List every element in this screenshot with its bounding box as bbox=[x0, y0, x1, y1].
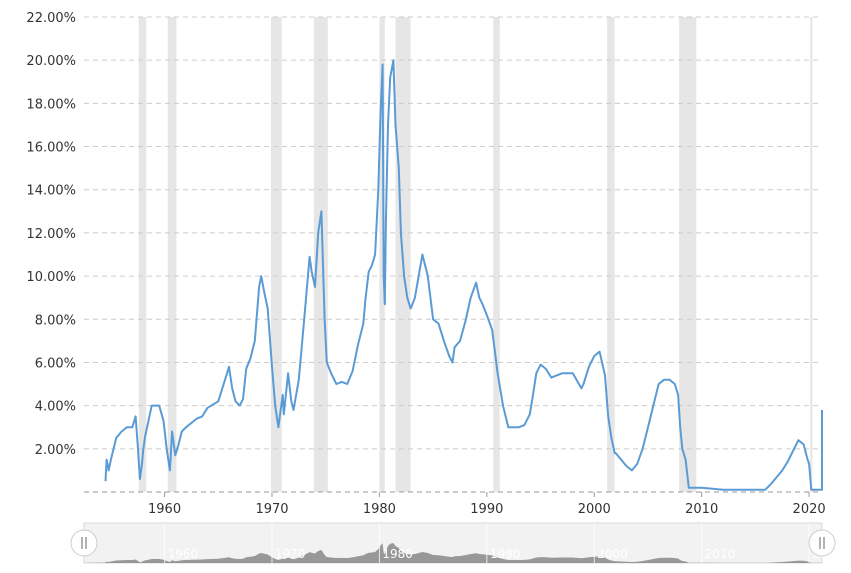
navigator-handle-right[interactable] bbox=[808, 529, 836, 557]
navigator-tick-label-5: 2010 bbox=[705, 547, 736, 561]
recession-band-4 bbox=[379, 17, 385, 492]
y-axis-ticks: 2.00% 4.00% 6.00% 8.00% 10.00% 12.00% 14.00% 16… bbox=[26, 11, 76, 458]
gridlines bbox=[84, 16, 822, 493]
navigator-tick-label-0: 1960 bbox=[168, 547, 199, 561]
recession-band-1 bbox=[167, 17, 177, 492]
y-tick-label-5: 12.00% bbox=[26, 227, 76, 242]
y-tick-label-7: 16.00% bbox=[26, 141, 76, 156]
x-tick-label-2: 1980 bbox=[363, 502, 396, 517]
x-tick-label-3: 1990 bbox=[470, 502, 503, 517]
x-tick-label-4: 2000 bbox=[578, 502, 611, 517]
navigator-handle-right-knob[interactable] bbox=[808, 529, 836, 557]
navigator-tick-label-2: 1980 bbox=[382, 547, 413, 561]
y-tick-label-8: 18.00% bbox=[26, 97, 76, 112]
recession-bands bbox=[138, 17, 813, 492]
y-tick-label-10: 22.00% bbox=[26, 11, 76, 26]
y-tick-label-2: 6.00% bbox=[35, 356, 76, 371]
series-layer bbox=[104, 59, 823, 491]
y-tick-label-1: 4.00% bbox=[35, 400, 76, 415]
recession-band-6 bbox=[493, 17, 500, 492]
recession-band-9 bbox=[810, 17, 813, 492]
series-line-0 bbox=[104, 59, 823, 491]
x-tick-label-6: 2020 bbox=[793, 502, 826, 517]
navigator-area bbox=[84, 543, 822, 563]
y-tick-label-0: 2.00% bbox=[35, 443, 76, 458]
navigator-tick-label-3: 1990 bbox=[490, 547, 521, 561]
x-tick-label-1: 1970 bbox=[255, 502, 288, 517]
y-tick-label-9: 20.00% bbox=[26, 54, 76, 69]
navigator-tick-label-4: 2000 bbox=[597, 547, 628, 561]
x-tick-label-5: 2010 bbox=[685, 502, 718, 517]
recession-band-7 bbox=[607, 17, 615, 492]
y-tick-label-3: 8.00% bbox=[35, 313, 76, 328]
recession-band-8 bbox=[679, 17, 697, 492]
recession-band-2 bbox=[270, 17, 282, 492]
x-axis-ticks: 1960 1970 1980 1990 2000 2010 2020 bbox=[148, 492, 826, 517]
x-tick-label-0: 1960 bbox=[148, 502, 181, 517]
navigator-tick-label-1: 1970 bbox=[275, 547, 306, 561]
y-tick-label-4: 10.00% bbox=[26, 270, 76, 285]
navigator-handle-left-knob[interactable] bbox=[70, 529, 98, 557]
navigator-handle-left[interactable] bbox=[70, 529, 98, 557]
recession-band-3 bbox=[313, 17, 328, 492]
y-tick-label-6: 14.00% bbox=[26, 184, 76, 199]
recession-band-0 bbox=[138, 17, 147, 492]
